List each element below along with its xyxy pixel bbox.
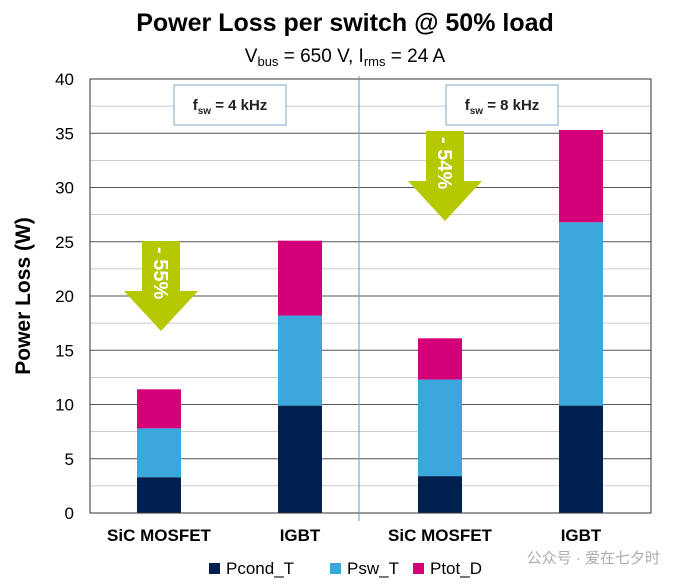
y-tick-label: 15 xyxy=(55,341,74,360)
watermark: 公众号 · 爱在七夕时 xyxy=(527,550,660,567)
legend-label: Pcond_T xyxy=(226,559,294,578)
bar-ptot-d xyxy=(137,389,181,429)
legend-label: Psw_T xyxy=(347,559,399,578)
y-tick-label: 30 xyxy=(55,179,74,198)
y-tick-label: 5 xyxy=(65,450,74,469)
x-tick-label: SiC MOSFET xyxy=(107,526,212,545)
bar-psw-t xyxy=(278,315,322,406)
y-tick-label: 40 xyxy=(55,70,74,89)
frequency-label-box xyxy=(445,84,559,126)
y-tick-label: 0 xyxy=(65,504,74,523)
y-tick-label: 35 xyxy=(55,124,74,143)
bar-pcond-t xyxy=(418,476,462,513)
x-tick-label: IGBT xyxy=(280,526,321,545)
bar-ptot-d xyxy=(418,338,462,380)
bar-psw-t xyxy=(559,222,603,406)
bar-pcond-t xyxy=(559,405,603,513)
x-tick-label: IGBT xyxy=(561,526,602,545)
plot-frame xyxy=(89,78,652,514)
bar-ptot-d xyxy=(559,129,603,223)
reduction-label: - 55% xyxy=(149,247,171,299)
legend-swatch xyxy=(330,563,341,574)
chart-subtitle: Vbus = 650 V, Irms = 24 A xyxy=(245,46,446,69)
y-tick-label: 20 xyxy=(55,287,74,306)
bar-ptot-d xyxy=(278,240,322,316)
bar-pcond-t xyxy=(278,405,322,513)
frequency-label-box xyxy=(173,84,287,126)
reduction-arrow-icon xyxy=(408,131,482,221)
y-tick-label: 25 xyxy=(55,233,74,252)
reduction-arrow-icon xyxy=(124,241,198,331)
chart-title: Power Loss per switch @ 50% load xyxy=(136,9,554,37)
legend-swatch xyxy=(209,563,220,574)
bar-pcond-t xyxy=(137,477,181,513)
y-axis-label: Power Loss (W) xyxy=(12,217,35,375)
legend-swatch xyxy=(413,563,424,574)
x-tick-label: SiC MOSFET xyxy=(388,526,493,545)
frequency-label: fsw = 8 kHz xyxy=(465,97,540,117)
frequency-label: fsw = 4 kHz xyxy=(193,97,268,117)
legend-label: Ptot_D xyxy=(430,559,482,578)
bar-psw-t xyxy=(137,428,181,478)
bar-psw-t xyxy=(418,379,462,477)
reduction-label: - 54% xyxy=(433,137,455,189)
y-tick-label: 10 xyxy=(55,396,74,415)
